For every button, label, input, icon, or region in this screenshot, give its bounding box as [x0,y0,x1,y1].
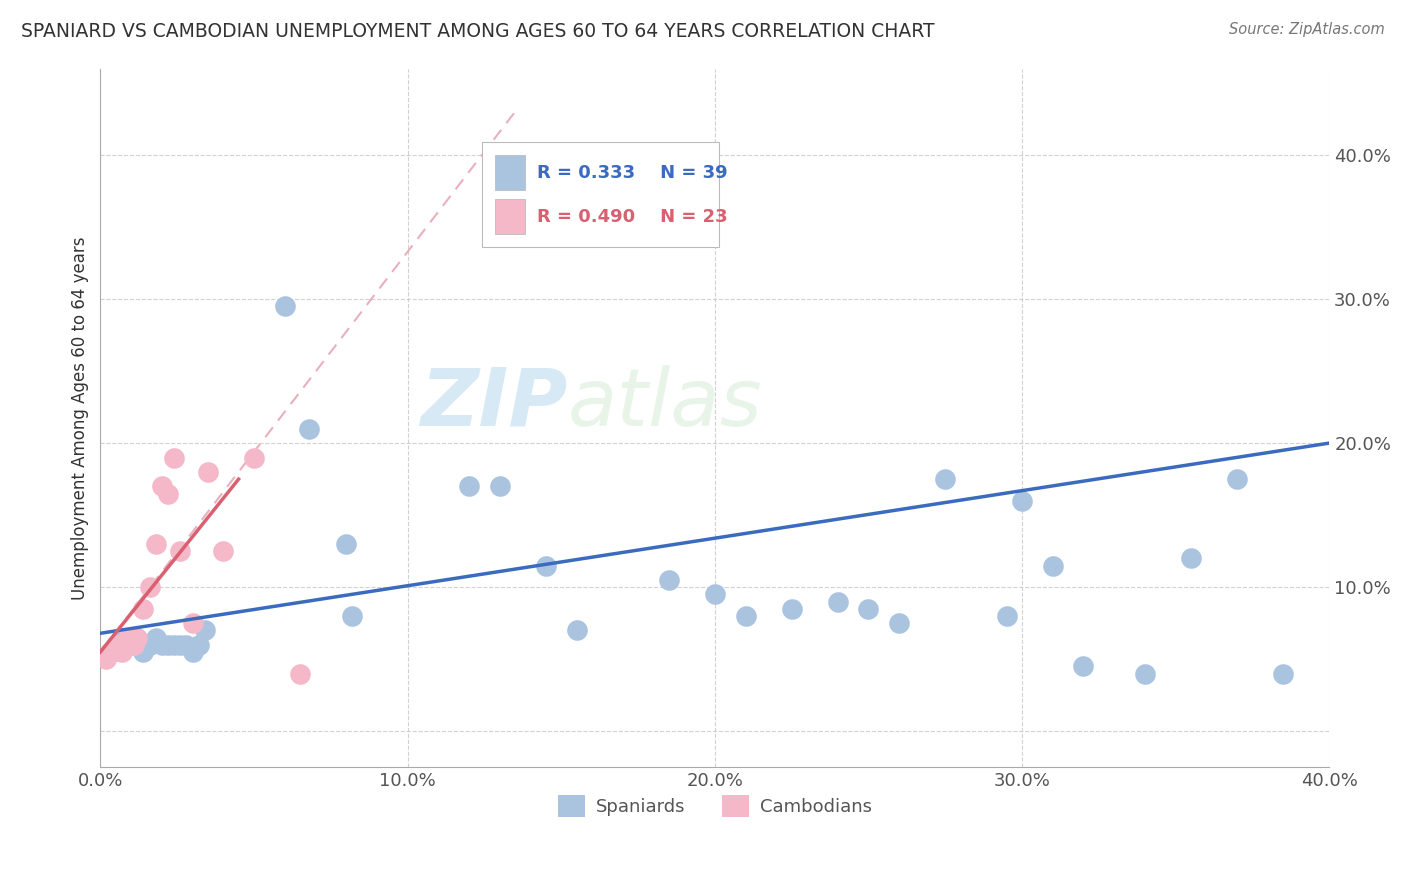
Cambodians [212,544,235,558]
Spaniards [132,645,155,659]
Spaniards [488,479,510,493]
Legend: Spaniards, Cambodians: Spaniards, Cambodians [551,789,879,824]
Cambodians [114,638,136,652]
Spaniards [120,638,142,652]
Cambodians [101,645,124,659]
Spaniards [298,422,321,436]
Spaniards [194,624,217,638]
Cambodians [96,652,118,666]
Spaniards [138,638,160,652]
Spaniards [534,558,557,573]
Spaniards [273,299,295,313]
Spaniards [1073,659,1095,673]
Spaniards [150,638,173,652]
Spaniards [127,631,149,645]
Cambodians [163,450,186,465]
Spaniards [889,616,911,631]
Spaniards [995,609,1018,624]
Spaniards [1011,493,1033,508]
Cambodians [197,465,219,479]
Cambodians [104,638,127,652]
Cambodians [169,544,191,558]
Cambodians [120,638,142,652]
Spaniards [163,638,186,652]
Y-axis label: Unemployment Among Ages 60 to 64 years: Unemployment Among Ages 60 to 64 years [72,236,89,599]
Spaniards [934,472,956,486]
Cambodians [127,631,149,645]
Cambodians [181,616,204,631]
Spaniards [458,479,481,493]
Spaniards [335,537,357,551]
Spaniards [1272,666,1295,681]
Spaniards [111,631,134,645]
Text: R = 0.490    N = 23: R = 0.490 N = 23 [537,208,727,226]
Spaniards [658,573,681,587]
Spaniards [104,638,127,652]
Spaniards [342,609,364,624]
Spaniards [780,601,803,615]
Spaniards [181,645,204,659]
Spaniards [169,638,191,652]
Cambodians [111,645,134,659]
Text: atlas: atlas [568,365,762,443]
Spaniards [1180,551,1202,566]
Cambodians [288,666,311,681]
Text: ZIP: ZIP [420,365,568,443]
Spaniards [176,638,198,652]
Text: R = 0.333    N = 39: R = 0.333 N = 39 [537,164,727,182]
Text: SPANIARD VS CAMBODIAN UNEMPLOYMENT AMONG AGES 60 TO 64 YEARS CORRELATION CHART: SPANIARD VS CAMBODIAN UNEMPLOYMENT AMONG… [21,22,935,41]
Cambodians [156,486,179,500]
Spaniards [145,631,167,645]
Spaniards [858,601,880,615]
Spaniards [1133,666,1156,681]
Cambodians [122,638,145,652]
Text: Source: ZipAtlas.com: Source: ZipAtlas.com [1229,22,1385,37]
Spaniards [1226,472,1249,486]
Cambodians [117,631,139,645]
Cambodians [145,537,167,551]
Spaniards [703,587,725,601]
Spaniards [827,594,849,608]
Cambodians [107,638,129,652]
Spaniards [734,609,756,624]
Spaniards [156,638,179,652]
Cambodians [98,645,121,659]
Cambodians [243,450,266,465]
Spaniards [565,624,588,638]
Cambodians [138,580,160,594]
Spaniards [1042,558,1064,573]
Cambodians [132,601,155,615]
Spaniards [187,638,209,652]
Cambodians [150,479,173,493]
